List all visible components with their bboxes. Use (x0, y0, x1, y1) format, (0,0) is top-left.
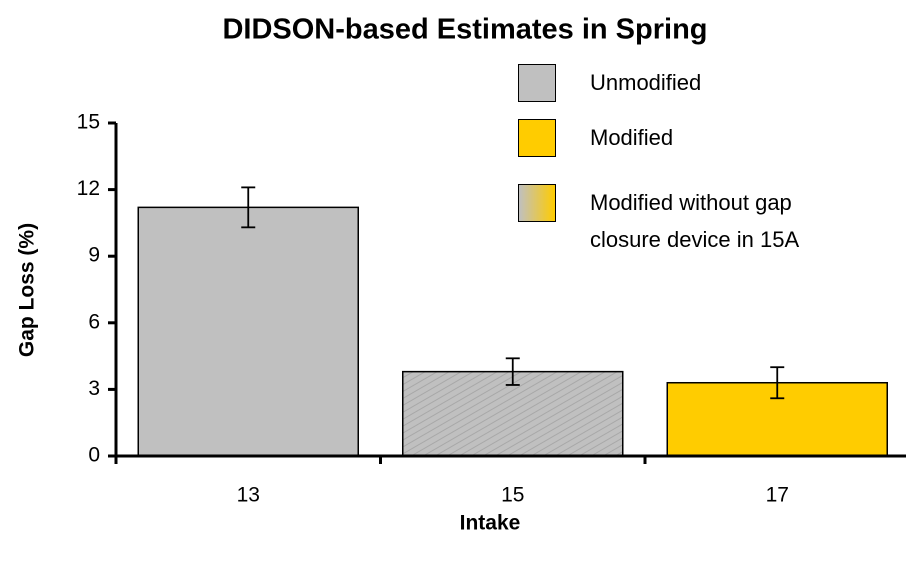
y-axis-label: Gap Loss (%) (16, 223, 39, 357)
legend-item: Modified (518, 119, 860, 157)
legend-item: Modified without gap closure device in 1… (518, 184, 860, 258)
legend-label: Modified (590, 125, 674, 150)
x-tick-label: 17 (766, 484, 789, 507)
x-tick-label: 15 (501, 484, 524, 507)
legend-item: Unmodified (518, 64, 860, 102)
legend-swatch (518, 64, 556, 102)
y-tick-label: 15 (77, 111, 100, 134)
legend-swatch (518, 184, 556, 222)
y-tick-label: 3 (88, 377, 100, 400)
chart-title: DIDSON-based Estimates in Spring (222, 14, 707, 46)
legend-label: Unmodified (590, 70, 702, 95)
legend-label: Modified without gap closure device in 1… (590, 190, 800, 252)
y-tick-label: 12 (77, 177, 100, 200)
legend-swatch (518, 119, 556, 157)
bar (137, 206, 359, 457)
x-axis-label: Intake (460, 512, 521, 535)
y-tick-label: 0 (88, 444, 100, 467)
y-tick-label: 6 (88, 310, 100, 333)
y-tick-label: 9 (88, 244, 100, 267)
x-tick-label: 13 (237, 484, 260, 507)
